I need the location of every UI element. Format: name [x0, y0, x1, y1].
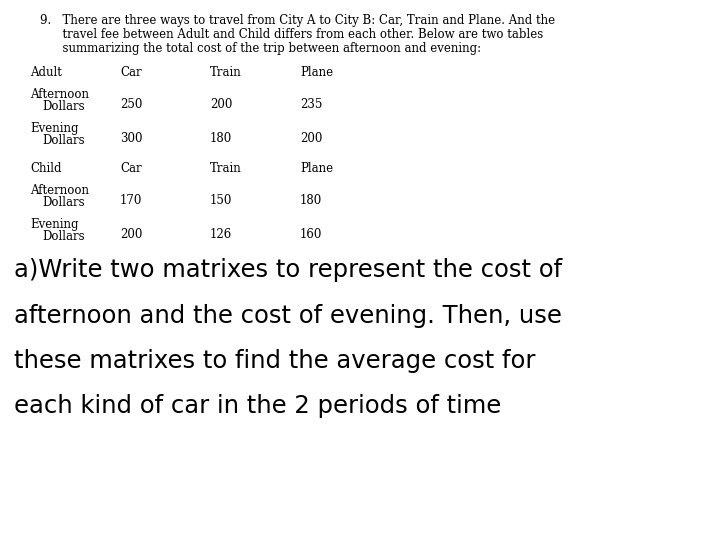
Text: a)Write two matrixes to represent the cost of: a)Write two matrixes to represent the co…: [14, 258, 562, 282]
Text: Plane: Plane: [300, 66, 333, 79]
Text: 200: 200: [210, 98, 233, 111]
Text: summarizing the total cost of the trip between afternoon and evening:: summarizing the total cost of the trip b…: [40, 42, 481, 55]
Text: Train: Train: [210, 162, 242, 175]
Text: 180: 180: [300, 194, 323, 207]
Text: 250: 250: [120, 98, 143, 111]
Text: Car: Car: [120, 162, 142, 175]
Text: Dollars: Dollars: [42, 134, 85, 147]
Text: 150: 150: [210, 194, 233, 207]
Text: Afternoon: Afternoon: [30, 184, 89, 197]
Text: 170: 170: [120, 194, 143, 207]
Text: 200: 200: [300, 132, 323, 145]
Text: 300: 300: [120, 132, 143, 145]
Text: 200: 200: [120, 228, 143, 241]
Text: Adult: Adult: [30, 66, 62, 79]
Text: Plane: Plane: [300, 162, 333, 175]
Text: Dollars: Dollars: [42, 230, 85, 243]
Text: 160: 160: [300, 228, 323, 241]
Text: Train: Train: [210, 66, 242, 79]
Text: Evening: Evening: [30, 218, 78, 231]
Text: these matrixes to find the average cost for: these matrixes to find the average cost …: [14, 349, 536, 373]
Text: Dollars: Dollars: [42, 196, 85, 209]
Text: Child: Child: [30, 162, 61, 175]
Text: 180: 180: [210, 132, 233, 145]
Text: Car: Car: [120, 66, 142, 79]
Text: 9.   There are three ways to travel from City A to City B: Car, Train and Plane.: 9. There are three ways to travel from C…: [40, 14, 555, 27]
Text: 235: 235: [300, 98, 323, 111]
Text: Evening: Evening: [30, 122, 78, 135]
Text: each kind of car in the 2 periods of time: each kind of car in the 2 periods of tim…: [14, 394, 501, 418]
Text: afternoon and the cost of evening. Then, use: afternoon and the cost of evening. Then,…: [14, 304, 562, 327]
Text: Dollars: Dollars: [42, 100, 85, 113]
Text: travel fee between Adult and Child differs from each other. Below are two tables: travel fee between Adult and Child diffe…: [40, 28, 544, 41]
Text: 126: 126: [210, 228, 233, 241]
Text: Afternoon: Afternoon: [30, 88, 89, 101]
